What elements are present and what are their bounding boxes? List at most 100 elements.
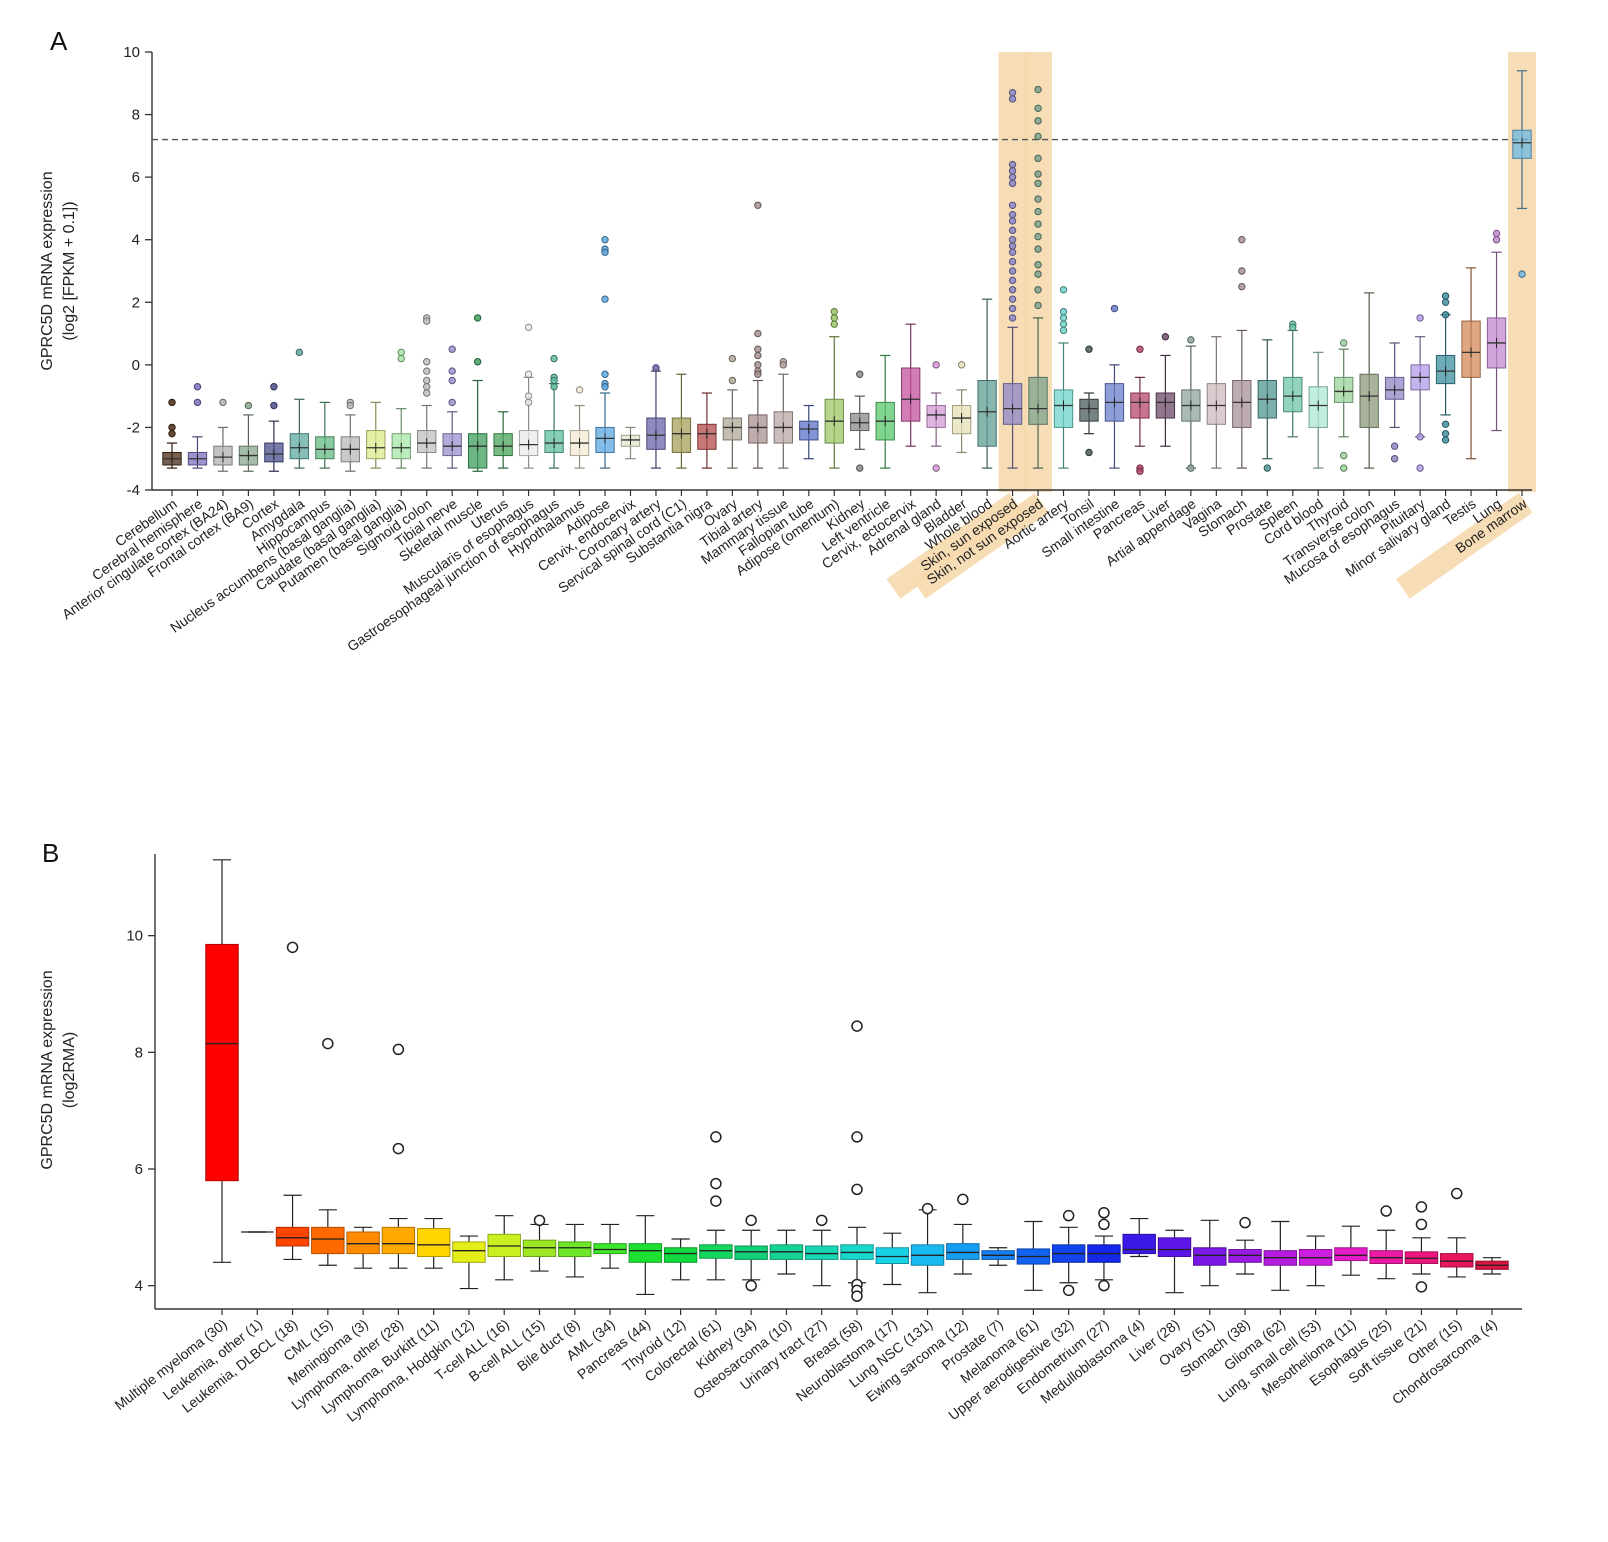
box-adrenal-gland	[926, 361, 946, 472]
box-putamen-basal-ganglia	[391, 348, 411, 469]
box-mammary-tissue	[773, 358, 793, 469]
box-iqr	[1122, 1233, 1156, 1255]
outlier-point	[601, 248, 609, 256]
outlier-point	[1415, 1201, 1428, 1213]
outlier-point	[270, 401, 278, 410]
box-substantia-nigra	[697, 392, 717, 469]
box-sigmoid-colon	[417, 314, 437, 469]
outlier-point	[1008, 276, 1017, 285]
outlier-point	[219, 398, 227, 407]
outlier-point	[1062, 1209, 1075, 1222]
box-cml-15	[311, 1037, 345, 1266]
box-mucosa-of-esophagus	[1384, 342, 1405, 463]
box-bladder	[951, 361, 972, 454]
outlier-point	[448, 398, 456, 407]
outlier-point	[1034, 286, 1042, 294]
y-tick-label: 4	[132, 232, 140, 249]
box-fallopian-tube	[799, 404, 819, 460]
outlier-point	[322, 1037, 334, 1050]
outlier-point	[423, 358, 431, 366]
box-soft-tissue-21	[1404, 1201, 1439, 1293]
highlight-label-band-skin-sun-exposed	[886, 492, 1024, 599]
outlier-point	[710, 1177, 722, 1190]
y-tick-label: 10	[126, 928, 143, 945]
outlier-point	[1339, 451, 1348, 460]
outlier-point	[830, 314, 838, 322]
box-stomach	[1232, 236, 1252, 469]
box-adipose	[595, 236, 615, 469]
box-upper-aerodigestive-32	[1051, 1209, 1086, 1297]
box-gastroesophageal-junction-of-esophagus	[544, 354, 564, 469]
outlier-point	[1416, 433, 1424, 441]
box-skeletal-muscle	[467, 314, 488, 472]
outlier-point	[550, 376, 558, 385]
outlier-point	[932, 464, 940, 472]
box-lung-nsc-131	[910, 1202, 945, 1294]
box-hypothalamus	[569, 386, 590, 469]
box-iqr	[663, 1247, 698, 1263]
box-coronary-artery	[646, 364, 666, 469]
outlier-point	[1441, 436, 1450, 444]
outlier-point	[1415, 1281, 1428, 1293]
box-tibial-artery	[748, 201, 768, 469]
box-mesothelioma-11	[1334, 1225, 1368, 1276]
outlier-point	[851, 1131, 863, 1143]
box-cervix-ectocervix	[901, 323, 921, 447]
outlier-point	[1034, 261, 1042, 269]
box-prostate-7	[981, 1247, 1015, 1266]
box-iqr	[452, 1241, 486, 1263]
outlier-point	[1136, 467, 1144, 475]
outlier-point	[851, 1290, 863, 1302]
box-adipose-omentum	[824, 307, 844, 469]
box-iqr	[628, 1243, 663, 1263]
box-ewing-sarcoma-12	[946, 1193, 980, 1275]
outlier-point	[1034, 132, 1042, 141]
outlier-point	[1441, 420, 1450, 428]
outlier-point	[270, 383, 278, 391]
box-glioma-62	[1263, 1220, 1298, 1291]
outlier-point	[1008, 226, 1017, 235]
y-tick-label: 2	[132, 294, 140, 311]
outlier-point	[1034, 154, 1042, 163]
outlier-point	[601, 370, 609, 378]
outlier-point	[550, 354, 558, 363]
outlier-point	[1034, 179, 1042, 188]
box-pancreas	[1130, 345, 1150, 475]
box-ovary-51	[1193, 1219, 1227, 1287]
outlier-point	[193, 398, 202, 407]
box-chondrosarcoma-4	[1475, 1257, 1509, 1275]
box-small-intestine	[1104, 304, 1125, 469]
panel-letter-b: B	[42, 838, 59, 868]
box-artial-appendage	[1181, 336, 1201, 472]
outlier-point	[1390, 442, 1399, 450]
box-leukemia-dlbcl-18	[275, 941, 310, 1261]
outlier-point	[851, 1020, 863, 1032]
outlier-point	[1008, 257, 1017, 266]
outlier-point	[286, 941, 299, 954]
panel-letter-a: A	[50, 26, 68, 56]
outlier-point	[745, 1279, 757, 1292]
box-other-15	[1439, 1187, 1474, 1278]
outlier-point	[1008, 286, 1017, 294]
outlier-point	[1034, 270, 1042, 278]
outlier-point	[1034, 170, 1042, 178]
outlier-point	[346, 401, 355, 410]
outlier-point	[957, 361, 966, 369]
box-servical-spinal-cord-c1	[671, 373, 692, 469]
box-iqr	[1193, 1247, 1227, 1266]
outlier-point	[1008, 173, 1017, 181]
box-iqr	[205, 943, 239, 1182]
outlier-point	[1339, 464, 1348, 472]
outlier-point	[168, 429, 176, 438]
box-transverse-colon	[1359, 292, 1379, 469]
box-vagina	[1206, 336, 1227, 469]
outlier-point	[1008, 304, 1017, 313]
outlier-point	[423, 389, 431, 397]
y-tick-label: 0	[132, 357, 140, 374]
outlier-point	[1034, 220, 1042, 228]
box-cortex	[264, 383, 284, 472]
outlier-point	[1008, 201, 1017, 210]
outlier-point	[1416, 464, 1424, 472]
box-frontal-cortex-ba9	[238, 401, 259, 472]
outlier-point	[815, 1214, 828, 1227]
